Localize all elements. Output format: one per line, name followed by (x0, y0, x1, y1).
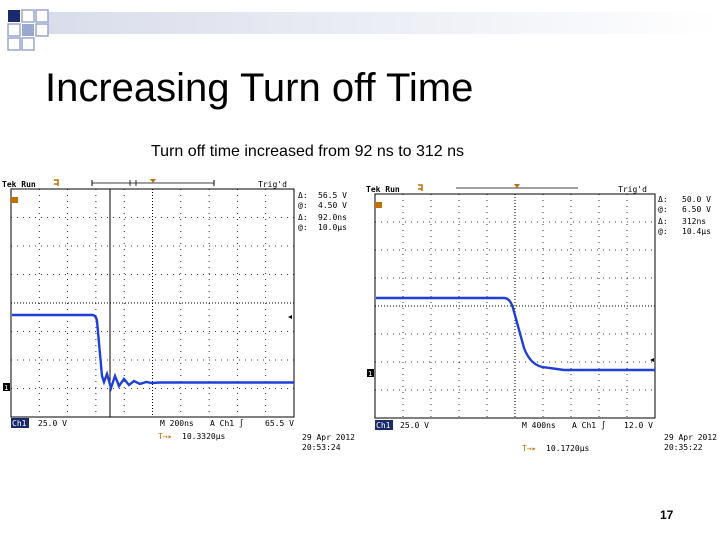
square-outline-1 (21, 9, 35, 23)
meas-at-label: @: (658, 205, 668, 214)
position-arrow-icon: T→▸ (522, 444, 536, 453)
ch1-scale: 25.0 V (38, 419, 67, 428)
square-light-1 (22, 24, 34, 36)
header-stripe (48, 12, 720, 34)
trigger-arrow-icon (650, 358, 654, 362)
ch1-tag-bg (375, 420, 393, 430)
ch1-scale: 25.0 V (400, 421, 429, 430)
trigger-position-icon (514, 184, 520, 188)
meas-delta-label: Δ: (658, 195, 668, 204)
scope-screenshot-left: Tek Run Trig'd 1 Δ: 56.5 V @: 4.50 V Δ: … (2, 179, 355, 452)
horizontal-position: 10.1720μs (546, 444, 590, 453)
meas-delta-label: Δ: (658, 217, 668, 226)
voltage-trace (12, 313, 294, 393)
ch1-tag-bg (11, 418, 29, 428)
square-outline-3 (7, 23, 21, 37)
meas-delta-label: Δ: (298, 213, 308, 222)
square-outline-6 (21, 37, 35, 51)
svg-text:1: 1 (368, 370, 372, 378)
ch1-ground-marker (367, 369, 374, 377)
trigger-marker-icon (54, 179, 59, 186)
trigger-level-marker (11, 197, 18, 203)
scope-trig: Trig'd (618, 185, 647, 194)
square-dark-1 (8, 10, 20, 22)
meas-delta-voltage: 56.5 V (318, 191, 347, 200)
capture-date: 29 Apr 2012 (302, 433, 355, 442)
meas-at-voltage: 6.50 V (682, 205, 711, 214)
square-outline-2 (35, 9, 49, 23)
scope-grid (11, 189, 294, 417)
meas-at-time: 10.0μs (318, 223, 347, 232)
scope-status: Tek Run (366, 185, 400, 194)
position-arrow-icon: T→▸ (158, 432, 172, 441)
trigger-level: 12.0 V (624, 421, 653, 430)
header-decoration (0, 0, 720, 60)
svg-text:1: 1 (4, 384, 8, 392)
header-decoration-svg (7, 9, 720, 51)
voltage-trace (376, 296, 655, 372)
meas-at-time: 10.4μs (682, 227, 711, 236)
meas-at-voltage: 4.50 V (318, 201, 347, 210)
scope-grid (375, 194, 655, 418)
slide-number: 17 (660, 508, 674, 522)
scope-status: Tek Run (2, 180, 36, 189)
ch1-tag: Ch1 (12, 419, 27, 428)
meas-at-label: @: (658, 227, 668, 236)
trigger-arrow-icon (288, 315, 292, 319)
time-scale: M 200ns (160, 419, 194, 428)
meas-delta-voltage: 50.0 V (682, 195, 711, 204)
ch1-ground-marker (3, 383, 10, 391)
trigger-level-marker (375, 202, 382, 208)
slide-subtitle: Turn off time increased from 92 ns to 31… (151, 143, 465, 160)
time-scale: M 400ns (522, 421, 556, 430)
trigger-level: 65.5 V (265, 419, 294, 428)
trigger-position-icon (150, 179, 156, 183)
meas-delta-label: Δ: (298, 191, 308, 200)
meas-delta-time: 312ns (682, 217, 706, 226)
scope-screenshot-right: Tek Run Trig'd 1 Δ: 50.0 V @: 6.50 V Δ: … (366, 184, 717, 453)
trigger-source: A Ch1 ∫ (210, 419, 244, 428)
capture-time: 20:35:22 (664, 443, 703, 452)
slide-title: Increasing Turn off Time (45, 66, 474, 110)
scope-trig: Trig'd (258, 180, 287, 189)
meas-at-label: @: (298, 201, 308, 210)
trigger-marker-icon (418, 184, 423, 191)
meas-at-label: @: (298, 223, 308, 232)
ch1-tag: Ch1 (376, 421, 391, 430)
capture-time: 20:53:24 (302, 443, 341, 452)
square-outline-4 (35, 23, 49, 37)
square-outline-5 (7, 37, 21, 51)
meas-delta-time: 92.0ns (318, 213, 347, 222)
horizontal-position: 10.3320μs (182, 432, 226, 441)
trigger-source: A Ch1 ∫ (572, 421, 606, 430)
capture-date: 29 Apr 2012 (664, 433, 717, 442)
